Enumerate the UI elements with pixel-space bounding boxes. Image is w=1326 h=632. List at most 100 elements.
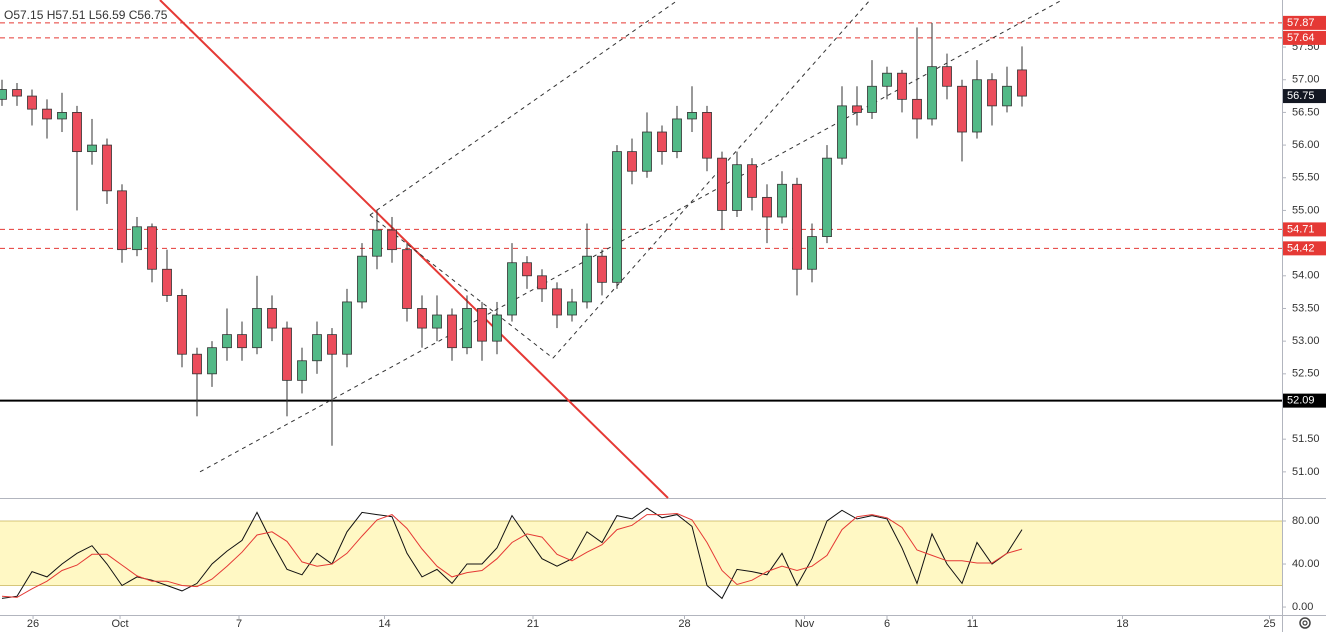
price-label-box (1283, 30, 1326, 45)
candle-body (402, 249, 412, 309)
candle-body (447, 314, 457, 349)
price-label-box (1283, 241, 1326, 256)
trend-line (159, 0, 669, 499)
candle-body (102, 144, 112, 192)
candle-body (852, 105, 862, 113)
y-tick-label: 57.00 (1292, 74, 1320, 86)
candle-body (822, 157, 832, 237)
candle-body (477, 308, 487, 342)
ohlc-legend: O57.15 H57.51 L56.59 C56.75 (4, 8, 168, 22)
last-price-label: 56.75 (1287, 90, 1315, 102)
candle-body (462, 308, 472, 349)
price-label: 54.71 (1287, 223, 1315, 235)
candle-body (717, 157, 727, 211)
candle-body (912, 98, 922, 120)
candle-body (657, 131, 667, 153)
candle-body (372, 229, 382, 257)
candle-body (597, 255, 607, 283)
x-tick-label: 6 (884, 618, 890, 630)
y-tick-label: 56.50 (1292, 106, 1320, 118)
y-tick-label: 51.50 (1292, 433, 1320, 445)
settings-icon[interactable] (1299, 617, 1311, 629)
candle-body (867, 85, 877, 113)
candle-body (882, 72, 892, 87)
y-tick-label: 0.00 (1292, 601, 1313, 613)
candle-body (117, 190, 127, 251)
candle-body (342, 301, 352, 355)
x-tick-label: 25 (1263, 618, 1275, 630)
price-label-box (1283, 222, 1326, 237)
candle-body (777, 183, 787, 218)
candle-body (417, 308, 427, 329)
candle-body (552, 288, 562, 316)
candle-body (252, 308, 262, 349)
x-tick-label: Nov (795, 618, 815, 630)
candle-body (222, 334, 232, 349)
candle-body (162, 268, 172, 296)
candle-body (87, 144, 97, 153)
y-tick-label: 40.00 (1292, 558, 1320, 570)
candle-body (537, 275, 547, 290)
candle-body (27, 95, 37, 110)
price-label-box (1283, 15, 1326, 30)
candle-body (327, 334, 337, 355)
oscillator-line (1, 512, 1023, 598)
candle-body (72, 112, 82, 153)
x-tick-label: 28 (678, 618, 690, 630)
x-tick-label: 26 (27, 618, 39, 630)
price-label: 57.64 (1287, 32, 1315, 44)
y-tick-label: 52.50 (1292, 368, 1320, 380)
candle-body (687, 112, 697, 120)
candle-body (12, 89, 22, 97)
candle-body (282, 327, 292, 381)
y-tick-label: 51.00 (1292, 466, 1320, 478)
price-label-box (1283, 393, 1326, 408)
last-price-box (1283, 89, 1326, 104)
candle-body (567, 301, 577, 316)
candle-body (387, 229, 397, 251)
candle-body (177, 295, 187, 355)
candle-body (942, 66, 952, 87)
candle-body (57, 112, 67, 120)
candle-body (972, 79, 982, 133)
candle-body (582, 255, 592, 303)
candle-body (927, 66, 937, 120)
y-tick-label: 53.00 (1292, 335, 1320, 347)
candle-body (702, 112, 712, 159)
candle-body (0, 89, 7, 100)
x-tick-label: 18 (1116, 618, 1128, 630)
price-label: 57.87 (1287, 17, 1315, 29)
trend-line (199, 0, 1063, 473)
candle-body (1002, 85, 1012, 107)
candle-body (672, 118, 682, 153)
x-tick-label: Oct (111, 618, 128, 630)
candle-body (147, 226, 157, 270)
price-label: 52.09 (1287, 395, 1315, 407)
y-tick-label: 56.00 (1292, 139, 1320, 151)
y-tick-label: 80.00 (1292, 515, 1320, 527)
candle-body (807, 236, 817, 270)
candle-body (762, 196, 772, 218)
y-tick-label: 53.50 (1292, 302, 1320, 314)
y-tick-label: 55.50 (1292, 172, 1320, 184)
candle-body (312, 334, 322, 362)
candle-body (1017, 69, 1027, 97)
x-tick-label: 21 (527, 618, 539, 630)
candle-body (792, 183, 802, 270)
candle-body (642, 131, 652, 172)
candle-body (522, 262, 532, 277)
candle-body (732, 164, 742, 211)
candle-body (192, 353, 202, 375)
x-tick-label: 7 (236, 618, 242, 630)
y-tick-label: 54.00 (1292, 270, 1320, 282)
y-tick-label: 55.00 (1292, 204, 1320, 216)
oscillator-band (0, 521, 1282, 586)
candle-body (987, 79, 997, 107)
candle-body (42, 108, 52, 120)
trend-line (369, 214, 554, 359)
candle-body (837, 105, 847, 159)
oscillator-line (1, 507, 1023, 600)
candle-body (957, 85, 967, 133)
candle-body (297, 360, 307, 381)
